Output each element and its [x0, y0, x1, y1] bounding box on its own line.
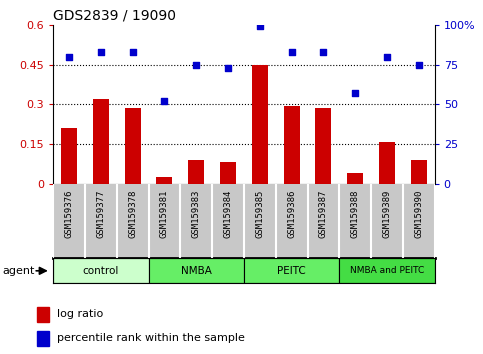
Text: GSM159377: GSM159377 [96, 190, 105, 238]
Text: PEITC: PEITC [277, 266, 306, 276]
Text: GSM159389: GSM159389 [383, 190, 392, 238]
Point [192, 62, 200, 67]
Bar [53, 258, 149, 283]
Point [256, 23, 264, 29]
Text: NMBA: NMBA [181, 266, 212, 276]
Bar [244, 258, 339, 283]
Text: GSM159376: GSM159376 [65, 190, 73, 238]
Bar [149, 258, 244, 283]
Bar [125, 108, 141, 184]
Bar [347, 173, 363, 184]
Bar [188, 160, 204, 184]
Bar [93, 99, 109, 184]
Point [288, 49, 296, 55]
Text: NMBA and PEITC: NMBA and PEITC [350, 266, 424, 275]
Text: control: control [83, 266, 119, 276]
Point [415, 62, 423, 67]
Bar [411, 160, 427, 184]
Text: percentile rank within the sample: percentile rank within the sample [57, 333, 245, 343]
Point [160, 98, 168, 104]
Point [320, 49, 327, 55]
Text: GSM159388: GSM159388 [351, 190, 360, 238]
Point [97, 49, 105, 55]
Text: GSM159386: GSM159386 [287, 190, 296, 238]
Bar [220, 161, 236, 184]
Point [351, 90, 359, 96]
Text: GSM159390: GSM159390 [414, 190, 423, 238]
Bar [37, 307, 49, 322]
Point [224, 65, 232, 70]
Bar [37, 331, 49, 346]
Bar [61, 128, 77, 184]
Text: GSM159384: GSM159384 [224, 190, 232, 238]
Text: agent: agent [2, 266, 35, 276]
Bar [284, 106, 299, 184]
Point [383, 54, 391, 59]
Bar [156, 177, 172, 184]
Text: GSM159383: GSM159383 [192, 190, 201, 238]
Bar [339, 258, 435, 283]
Bar [315, 108, 331, 184]
Point [129, 49, 137, 55]
Bar [252, 64, 268, 184]
Bar [379, 142, 395, 184]
Text: GSM159385: GSM159385 [256, 190, 264, 238]
Text: GSM159378: GSM159378 [128, 190, 137, 238]
Point [65, 54, 73, 59]
Text: log ratio: log ratio [57, 309, 104, 319]
Text: GDS2839 / 19090: GDS2839 / 19090 [53, 8, 176, 22]
Text: GSM159387: GSM159387 [319, 190, 328, 238]
Text: GSM159381: GSM159381 [160, 190, 169, 238]
